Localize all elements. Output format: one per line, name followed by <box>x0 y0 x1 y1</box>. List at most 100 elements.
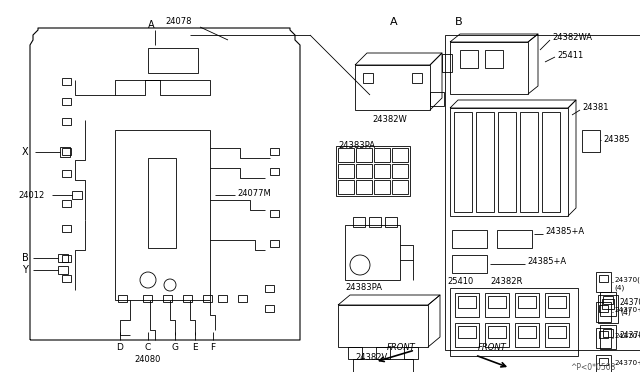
Text: D: D <box>116 343 124 353</box>
Text: FRONT: FRONT <box>387 343 416 353</box>
Bar <box>518 326 536 338</box>
Bar <box>62 200 71 207</box>
Bar <box>62 225 71 232</box>
Text: 24370+A　50A、: 24370+A 50A、 <box>620 330 640 340</box>
Bar <box>454 112 472 212</box>
Bar <box>599 331 608 338</box>
Bar <box>203 295 212 302</box>
Bar <box>392 148 408 162</box>
Bar <box>545 293 569 317</box>
Text: 24381: 24381 <box>582 103 609 112</box>
Bar <box>72 191 82 199</box>
Bar <box>404 347 418 359</box>
Bar <box>356 164 372 178</box>
Bar <box>600 325 616 349</box>
Bar <box>270 240 279 247</box>
Text: (4): (4) <box>620 308 631 317</box>
Text: 24078: 24078 <box>165 17 191 26</box>
Text: 24383PA: 24383PA <box>345 283 382 292</box>
Text: ^P<0*0503: ^P<0*0503 <box>570 363 616 372</box>
Text: X: X <box>22 147 29 157</box>
Bar <box>450 108 568 216</box>
Text: 25411: 25411 <box>557 51 583 60</box>
Bar <box>548 296 566 308</box>
Bar <box>600 292 616 316</box>
Text: 24080: 24080 <box>135 356 161 365</box>
Text: B: B <box>455 17 463 27</box>
Text: (4): (4) <box>614 285 624 291</box>
Bar <box>345 225 400 280</box>
Bar <box>452 255 487 273</box>
Bar <box>488 296 506 308</box>
Bar <box>476 112 494 212</box>
Bar <box>270 168 279 175</box>
Bar <box>596 328 611 348</box>
Bar <box>356 180 372 194</box>
Text: 24385+A: 24385+A <box>545 228 584 237</box>
Bar <box>452 230 487 248</box>
Bar <box>548 326 566 338</box>
Bar <box>374 148 390 162</box>
Text: C: C <box>145 343 151 353</box>
Text: 25410: 25410 <box>447 278 473 286</box>
Text: 24012: 24012 <box>18 190 44 199</box>
Bar <box>356 148 372 162</box>
Bar <box>450 288 578 356</box>
Bar <box>582 130 600 152</box>
Bar <box>238 295 247 302</box>
Bar <box>60 147 70 157</box>
Bar <box>58 266 68 274</box>
Bar <box>596 355 611 372</box>
Bar <box>392 164 408 178</box>
Bar <box>118 295 127 302</box>
Bar <box>599 275 608 282</box>
Bar <box>598 295 618 323</box>
Text: 24385+A: 24385+A <box>527 257 566 266</box>
Bar <box>148 48 198 73</box>
Text: 24370+B(80A): 24370+B(80A) <box>614 333 640 339</box>
Bar <box>62 275 71 282</box>
Bar <box>498 112 516 212</box>
Bar <box>385 217 397 227</box>
Bar <box>545 323 569 347</box>
Bar <box>183 295 192 302</box>
Text: E: E <box>192 343 198 353</box>
Bar <box>520 112 538 212</box>
Bar <box>458 296 476 308</box>
Bar <box>62 255 71 262</box>
Text: 24370+C(100A): 24370+C(100A) <box>614 360 640 366</box>
Bar <box>58 254 68 262</box>
Bar <box>599 358 608 365</box>
Bar <box>374 180 390 194</box>
Bar <box>392 180 408 194</box>
Text: Y: Y <box>22 265 28 275</box>
Text: 24385: 24385 <box>603 135 630 144</box>
Bar <box>485 50 503 68</box>
Bar <box>518 296 536 308</box>
Bar <box>412 73 422 83</box>
Bar <box>596 302 611 322</box>
Bar <box>455 293 479 317</box>
Bar <box>542 112 560 212</box>
Text: 24077M: 24077M <box>237 189 271 198</box>
Bar <box>353 217 365 227</box>
Bar <box>62 148 71 155</box>
Text: 24382WA: 24382WA <box>552 33 592 42</box>
Bar <box>602 299 614 309</box>
Text: 24382W: 24382W <box>372 115 407 125</box>
Text: 24370+A(50A): 24370+A(50A) <box>614 307 640 313</box>
Bar <box>270 148 279 155</box>
Text: FRONT: FRONT <box>478 343 507 353</box>
Bar <box>218 295 227 302</box>
Bar <box>485 323 509 347</box>
Bar <box>62 78 71 85</box>
Bar <box>148 158 176 248</box>
Bar <box>338 164 354 178</box>
Bar <box>336 146 410 196</box>
Bar <box>369 217 381 227</box>
Bar <box>374 164 390 178</box>
Text: 24382V: 24382V <box>355 353 387 362</box>
Text: 24370(40A): 24370(40A) <box>614 277 640 283</box>
Bar <box>353 359 413 372</box>
Text: F: F <box>211 343 216 353</box>
